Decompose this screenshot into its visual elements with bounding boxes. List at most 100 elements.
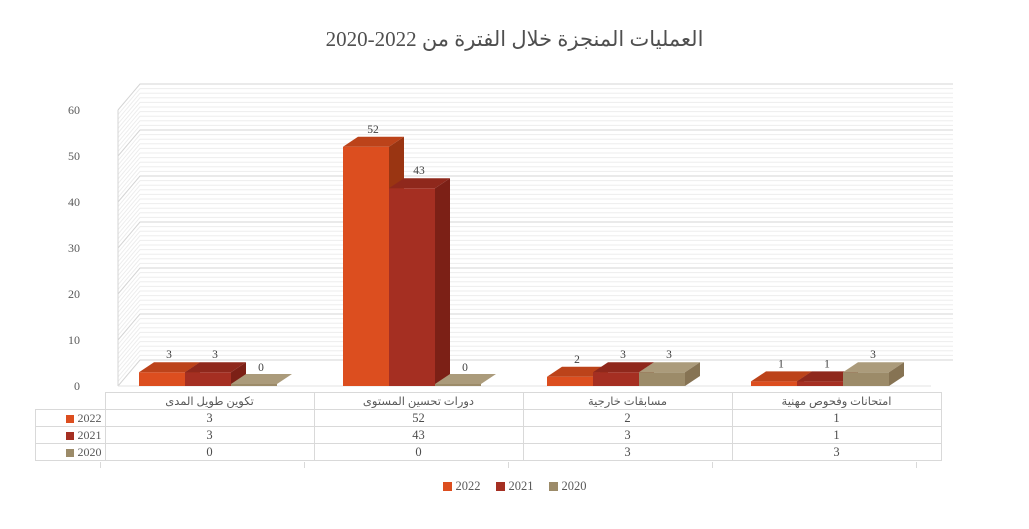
bar-2020-cat2[interactable] <box>639 362 700 386</box>
legend-item-2021[interactable]: 2021 <box>495 478 534 494</box>
gridline-minor <box>117 88 953 115</box>
gridline-minor <box>117 212 953 240</box>
bar-2020-cat1[interactable] <box>435 374 496 386</box>
bar-face[interactable] <box>231 362 246 386</box>
series-name: 2022 <box>77 410 102 425</box>
bar-face[interactable] <box>751 371 812 382</box>
bar-face[interactable] <box>797 381 843 386</box>
bar-2021-cat1[interactable] <box>389 178 450 386</box>
gridline-major <box>117 129 953 157</box>
gridline-major <box>117 221 953 249</box>
gridline-minor <box>117 327 953 355</box>
legend-item-2020[interactable]: 2020 <box>548 478 587 494</box>
gridline-minor <box>117 299 953 327</box>
bar-2020-cat0[interactable] <box>231 374 292 386</box>
series-key-cell: 2022 <box>35 409 106 427</box>
table-row: 2020 0 0 3 3 <box>35 443 942 461</box>
gridline-minor <box>117 253 953 281</box>
value-cell: 1 <box>731 426 942 444</box>
gridline-minor <box>117 276 953 304</box>
bar-data-label: 1 <box>824 358 830 370</box>
gridline-minor <box>117 193 953 221</box>
gridline-minor <box>117 258 953 286</box>
gridline-minor <box>117 115 953 143</box>
bar-face[interactable] <box>547 366 608 377</box>
gridline-minor <box>117 207 953 235</box>
bar-data-label: 2 <box>574 354 580 366</box>
value-axis-label: 20 <box>68 287 80 301</box>
gridline-minor <box>117 166 953 194</box>
gridline-minor <box>117 281 953 309</box>
value-cell: 0 <box>104 443 315 461</box>
gridline-minor <box>117 345 953 373</box>
value-cell: 1 <box>731 409 942 427</box>
gridline-minor <box>117 152 953 180</box>
bar-face[interactable] <box>435 374 496 384</box>
bar-face[interactable] <box>435 384 481 386</box>
bar-data-label: 1 <box>778 358 784 370</box>
gridline-minor <box>117 341 953 368</box>
bar-face[interactable] <box>797 371 858 382</box>
gridline-minor <box>117 134 953 161</box>
bar-face[interactable] <box>185 372 231 386</box>
gridline-minor <box>117 92 953 120</box>
gridline-minor <box>117 290 953 318</box>
bar-2020-cat3[interactable] <box>843 362 904 386</box>
bar-data-label: 3 <box>166 349 172 361</box>
legend-label: 2021 <box>508 478 534 493</box>
gridline-minor <box>117 101 953 129</box>
gridline-minor <box>117 226 953 253</box>
bar-2021-cat0[interactable] <box>185 362 246 386</box>
gridline-minor <box>117 322 953 350</box>
gridline-minor <box>117 304 953 332</box>
bar-face[interactable] <box>389 188 435 386</box>
gridline-major <box>117 175 953 203</box>
bar-face[interactable] <box>343 146 389 386</box>
bar-face[interactable] <box>593 372 639 386</box>
bar-face[interactable] <box>593 362 654 373</box>
bar-face[interactable] <box>843 362 904 373</box>
legend-item-2022[interactable]: 2022 <box>442 478 481 494</box>
gridline-minor <box>117 308 953 336</box>
category-tick <box>712 462 713 468</box>
gridline-minor <box>117 157 953 184</box>
gridline-minor <box>117 106 953 134</box>
series-name: 2020 <box>77 444 102 459</box>
value-cell: 0 <box>313 443 524 461</box>
gridline-major <box>117 267 953 295</box>
bar-face[interactable] <box>435 178 450 386</box>
gridline-minor <box>117 354 953 382</box>
value-cell: 3 <box>522 443 733 461</box>
bar-face[interactable] <box>231 384 277 386</box>
value-axis-label: 40 <box>68 195 80 209</box>
gridline-major <box>117 83 953 111</box>
legend-label: 2020 <box>561 478 587 493</box>
gridline-minor <box>117 198 953 226</box>
category-header-cell: امتحانات وفحوص مهنية <box>731 392 942 410</box>
bar-face[interactable] <box>843 372 889 386</box>
series-key-cell: 2021 <box>35 426 106 444</box>
bar-face[interactable] <box>639 372 685 386</box>
bar-face[interactable] <box>751 381 797 386</box>
bar-face[interactable] <box>139 362 200 373</box>
bar-face[interactable] <box>343 136 404 147</box>
bar-face[interactable] <box>389 178 450 189</box>
series-key-cell: 2020 <box>35 443 106 461</box>
bar-face[interactable] <box>547 376 593 386</box>
gridline-minor <box>117 262 953 290</box>
gridline-minor <box>117 230 953 258</box>
bar-face[interactable] <box>889 362 904 386</box>
bar-data-label: 3 <box>666 349 672 361</box>
legend-swatch-icon <box>442 481 452 491</box>
category-tick <box>304 462 305 468</box>
bar-face[interactable] <box>231 374 292 384</box>
gridline-minor <box>117 170 953 198</box>
legend-key-icon <box>65 448 74 457</box>
legend-label: 2022 <box>455 478 481 493</box>
gridline-minor <box>117 249 953 276</box>
bar-face[interactable] <box>139 372 185 386</box>
bar-face[interactable] <box>185 362 246 373</box>
bar-face[interactable] <box>639 362 700 373</box>
bar-face[interactable] <box>685 362 700 386</box>
bar-data-label: 52 <box>367 124 379 136</box>
